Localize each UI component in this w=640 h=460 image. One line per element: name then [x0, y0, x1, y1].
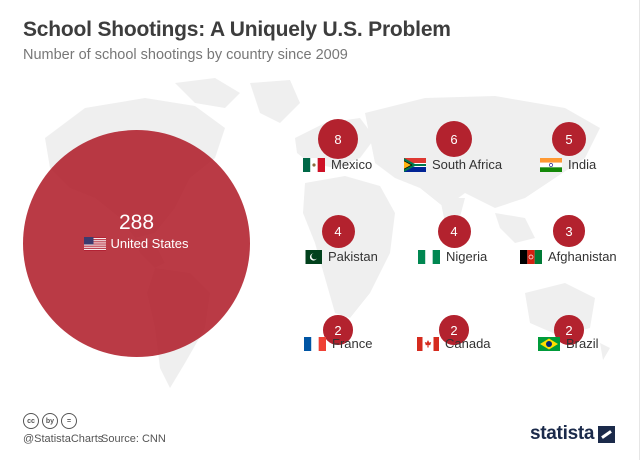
bubble-nigeria: 4: [437, 214, 471, 248]
source-note: Source: CNN: [101, 433, 166, 445]
flag-us-icon: [84, 236, 107, 251]
data-label-united-states: 288: [118, 211, 155, 234]
flag-ng-icon: [418, 249, 440, 264]
flag-pk-icon: [300, 249, 322, 264]
country-name: Canada: [445, 336, 491, 351]
bubble-canada: 2: [439, 315, 469, 345]
country-label-pakistan: Pakistan: [300, 249, 378, 264]
country-name: South Africa: [432, 157, 503, 172]
flag-fr-icon: [304, 336, 326, 351]
bubble-south-africa: 6: [435, 120, 473, 158]
country-label-united-states: United States: [23, 236, 250, 251]
license-icons: cc by =: [23, 413, 77, 429]
country-name: Nigeria: [446, 249, 488, 264]
flag-in-icon: [540, 157, 562, 172]
country-name: Brazil: [566, 336, 599, 351]
country-label-south-africa: South Africa: [404, 157, 502, 172]
country-label-mexico: Mexico: [303, 157, 372, 172]
country-name: Pakistan: [328, 249, 378, 264]
flag-za-icon: [404, 157, 426, 172]
bubble-india: 5: [551, 121, 587, 157]
statista-mark-icon: [598, 425, 616, 443]
country-name: Afghanistan: [548, 249, 617, 264]
country-label-india: India: [540, 157, 596, 172]
country-label-brazil: Brazil: [538, 336, 599, 351]
flag-br-icon: [538, 336, 560, 351]
country-name: France: [332, 336, 373, 351]
bubble-afghanistan: 3: [553, 215, 585, 247]
bubble-france: 2: [323, 315, 353, 345]
bubble-mexico: 8: [318, 119, 358, 159]
country-name: United States: [110, 236, 189, 251]
flag-af-icon: [520, 249, 542, 264]
country-label-canada: Canada: [417, 336, 491, 351]
country-label-france: France: [304, 336, 372, 351]
brand-name: statista: [530, 423, 595, 444]
flag-ca-icon: [417, 336, 439, 351]
no-derivatives-icon: =: [61, 413, 77, 429]
country-name: Mexico: [331, 157, 373, 172]
statista-logo: statista: [530, 423, 616, 445]
flag-mx-icon: [303, 157, 325, 172]
bubble-united-states: [23, 130, 250, 357]
country-label-nigeria: Nigeria: [418, 249, 487, 264]
chart-subtitle: Number of school shootings by country si…: [23, 47, 348, 63]
country-name: India: [568, 157, 597, 172]
chart-title: School Shootings: A Uniquely U.S. Proble…: [23, 18, 451, 41]
cc-icon: cc: [23, 413, 39, 429]
bubble-pakistan: 4: [321, 214, 355, 248]
attribution-icon: by: [42, 413, 58, 429]
social-handle: @StatistaCharts: [23, 433, 104, 445]
country-label-afghanistan: Afghanistan: [520, 249, 617, 264]
